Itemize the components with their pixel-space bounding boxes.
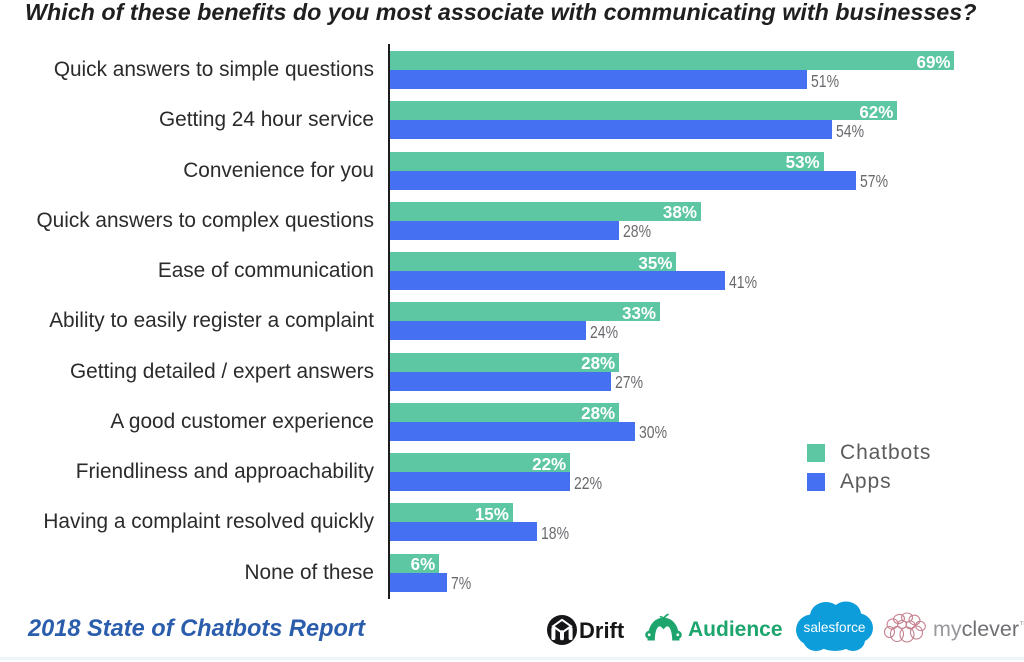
svg-text:salesforce: salesforce <box>804 620 866 635</box>
